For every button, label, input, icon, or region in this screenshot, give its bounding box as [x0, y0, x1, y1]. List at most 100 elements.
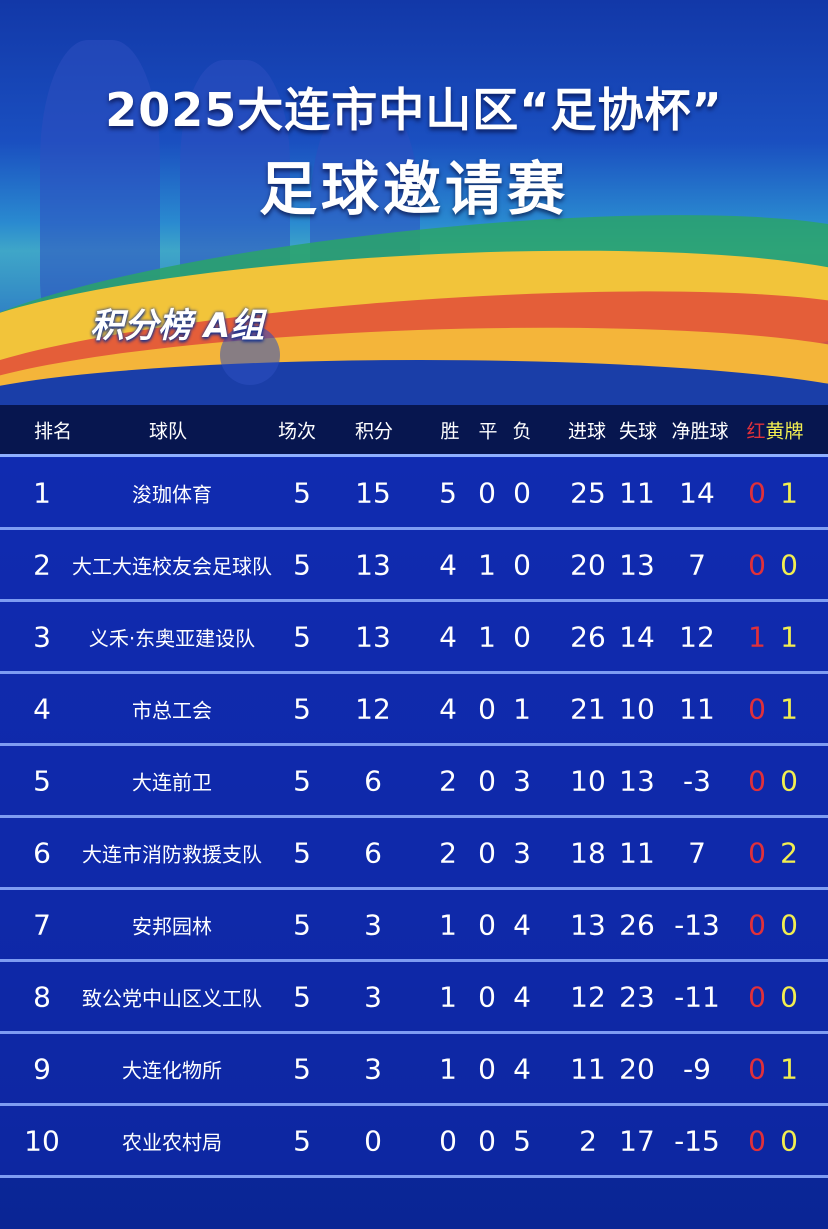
cell-red: 1 [748, 620, 766, 653]
cell-drawn: 1 [478, 548, 496, 581]
cell-gf: 13 [570, 908, 606, 941]
cell-points: 3 [364, 1052, 382, 1085]
cell-team: 大连化物所 [122, 1058, 222, 1082]
cell-points: 15 [355, 476, 391, 509]
cell-played: 5 [293, 980, 311, 1013]
cell-gd: -13 [674, 908, 720, 941]
col-gd: 净胜球 [671, 420, 729, 442]
cell-gf: 21 [570, 692, 606, 725]
col-won: 胜 [440, 420, 460, 442]
cell-red: 0 [748, 980, 766, 1013]
cell-team: 大连市消防救援支队 [82, 842, 262, 866]
group-label: 积分榜 A组 [90, 306, 265, 346]
table-row: 10 农业农村局 5 0 0 0 5 2 17 -15 0 0 [0, 1106, 828, 1178]
cell-rank: 7 [33, 908, 51, 941]
table-row: 2 大工大连校友会足球队 5 13 4 1 0 20 13 7 0 0 [0, 530, 828, 602]
cell-team: 市总工会 [132, 698, 212, 722]
col-lost: 负 [512, 420, 532, 442]
cell-gf: 26 [570, 620, 606, 653]
cell-rank: 9 [33, 1052, 51, 1085]
col-rank: 排名 [33, 420, 73, 442]
cell-lost: 0 [513, 476, 531, 509]
table-row: 9 大连化物所 5 3 1 0 4 11 20 -9 0 1 [0, 1034, 828, 1106]
cell-played: 5 [293, 764, 311, 797]
cell-drawn: 0 [478, 764, 496, 797]
col-drawn: 平 [478, 420, 498, 442]
cell-rank: 1 [33, 476, 51, 509]
cell-rank: 8 [33, 980, 51, 1013]
cell-red: 0 [748, 764, 766, 797]
cell-played: 5 [293, 476, 311, 509]
cell-red: 0 [748, 836, 766, 869]
cell-drawn: 0 [478, 1124, 496, 1157]
cell-points: 3 [364, 980, 382, 1013]
cell-won: 5 [439, 476, 457, 509]
title-line2: 足球邀请赛 [258, 155, 569, 223]
cell-team: 安邦园林 [132, 914, 212, 938]
table-row: 7 安邦园林 5 3 1 0 4 13 26 -13 0 0 [0, 890, 828, 962]
cell-won: 1 [439, 908, 457, 941]
col-ga: 失球 [618, 420, 658, 442]
cell-lost: 4 [513, 908, 531, 941]
cell-gf: 10 [570, 764, 606, 797]
cell-yellow: 0 [780, 908, 798, 941]
cell-gd: -9 [683, 1052, 711, 1085]
cell-points: 13 [355, 620, 391, 653]
cell-gf: 18 [570, 836, 606, 869]
cell-yellow: 0 [780, 980, 798, 1013]
col-played: 场次 [277, 420, 317, 442]
table-row: 5 大连前卫 5 6 2 0 3 10 13 -3 0 0 [0, 746, 828, 818]
cell-won: 1 [439, 980, 457, 1013]
cell-lost: 4 [513, 980, 531, 1013]
cell-drawn: 0 [478, 980, 496, 1013]
cell-ga: 17 [619, 1124, 655, 1157]
cell-lost: 0 [513, 620, 531, 653]
col-points: 积分 [354, 420, 394, 442]
cell-drawn: 0 [478, 836, 496, 869]
cell-rank: 10 [24, 1124, 60, 1157]
cell-played: 5 [293, 836, 311, 869]
cell-gd: 12 [679, 620, 715, 653]
table-header: 排名 球队 场次 积分 胜 平 负 进球 失球 净胜球 红黄牌 [0, 405, 828, 457]
cell-gf: 20 [570, 548, 606, 581]
cell-won: 4 [439, 548, 457, 581]
cell-gf: 12 [570, 980, 606, 1013]
col-cards-yellow: 黄牌 [765, 420, 804, 442]
col-cards-red: 红 [746, 420, 766, 442]
cell-gd: -3 [683, 764, 711, 797]
table-row: 6 大连市消防救援支队 5 6 2 0 3 18 11 7 0 2 [0, 818, 828, 890]
col-team: 球队 [148, 420, 188, 442]
cell-red: 0 [748, 476, 766, 509]
cell-gd: 11 [679, 692, 715, 725]
cell-rank: 5 [33, 764, 51, 797]
cell-team: 大连前卫 [132, 770, 212, 794]
cell-won: 2 [439, 836, 457, 869]
cell-played: 5 [293, 692, 311, 725]
cell-red: 0 [748, 1052, 766, 1085]
cell-yellow: 0 [780, 1124, 798, 1157]
cell-rank: 4 [33, 692, 51, 725]
cell-team: 浚珈体育 [132, 482, 212, 506]
cell-rank: 3 [33, 620, 51, 653]
banner: 2025大连市中山区“足协杯” 足球邀请赛 积分榜 A组 [0, 0, 828, 405]
title-line1: 2025大连市中山区“足协杯” [105, 83, 723, 137]
table-row: 3 义禾·东奥亚建设队 5 13 4 1 0 26 14 12 1 1 [0, 602, 828, 674]
cell-yellow: 1 [780, 620, 798, 653]
cell-ga: 11 [619, 836, 655, 869]
cell-lost: 3 [513, 836, 531, 869]
cell-drawn: 0 [478, 908, 496, 941]
cell-drawn: 0 [478, 1052, 496, 1085]
cell-played: 5 [293, 1124, 311, 1157]
table-row: 4 市总工会 5 12 4 0 1 21 10 11 0 1 [0, 674, 828, 746]
cell-lost: 0 [513, 548, 531, 581]
cell-played: 5 [293, 620, 311, 653]
cell-team: 致公党中山区义工队 [82, 986, 262, 1010]
cell-red: 0 [748, 548, 766, 581]
cell-yellow: 0 [780, 764, 798, 797]
cell-red: 0 [748, 692, 766, 725]
cell-gf: 11 [570, 1052, 606, 1085]
cell-ga: 10 [619, 692, 655, 725]
cell-ga: 14 [619, 620, 655, 653]
cell-ga: 11 [619, 476, 655, 509]
cell-drawn: 0 [478, 692, 496, 725]
